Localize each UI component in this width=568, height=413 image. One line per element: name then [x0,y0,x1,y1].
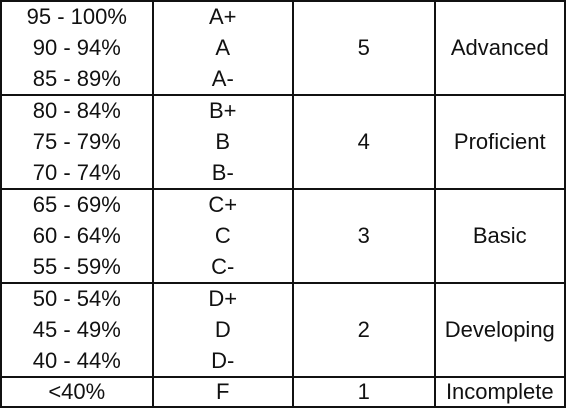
range-value: 45 - 49% [32,316,121,342]
level-cell: Incomplete [434,377,567,408]
range-value: 85 - 89% [32,65,121,91]
range-value: 55 - 59% [32,253,121,279]
letter-grade: C [214,222,231,248]
letter-grade: B+ [209,98,237,124]
range-cell: <40% [1,377,154,408]
score-cell: 4 [293,95,436,190]
letter-grade: A+ [209,4,237,30]
range-value: 60 - 64% [32,222,121,248]
letter-grade: D+ [208,286,238,312]
range-cell: 95 - 100% 90 - 94% 85 - 89% [1,1,154,96]
level-cell: Proficient [434,95,567,190]
range-value: 70 - 74% [32,159,121,185]
level-cell: Developing [434,283,567,378]
table-row-incomplete: <40% F 1 Incomplete [1,377,567,408]
level-cell: Basic [434,189,567,284]
range-cell: 65 - 69% 60 - 64% 55 - 59% [1,189,154,284]
letter-grade: B- [211,159,234,185]
letter-grade: C- [211,253,235,279]
letter-cell: B+ B B- [152,95,295,190]
range-value: 80 - 84% [32,98,121,124]
range-cell: 80 - 84% 75 - 79% 70 - 74% [1,95,154,190]
letter-grade: D [214,316,231,342]
letter-cell: A+ A A- [152,1,295,96]
letter-grade: B [215,128,231,154]
table-row-group-b: 80 - 84% 75 - 79% 70 - 74% B+ B B- 4 Pro… [1,95,567,190]
letter-cell: C+ C C- [152,189,295,284]
range-value: 40 - 44% [32,347,121,373]
letter-grade: A [215,34,231,60]
level-cell: Advanced [434,1,567,96]
table-row-group-d: 50 - 54% 45 - 49% 40 - 44% D+ D D- 2 Dev… [1,283,567,378]
range-value: 50 - 54% [32,286,121,312]
letter-grade: C+ [208,192,238,218]
range-value: 90 - 94% [32,34,121,60]
range-value: 75 - 79% [32,128,121,154]
letter-grade: A- [211,65,234,91]
score-cell: 2 [293,283,436,378]
range-cell: 50 - 54% 45 - 49% 40 - 44% [1,283,154,378]
table-row-group-c: 65 - 69% 60 - 64% 55 - 59% C+ C C- 3 Bas… [1,189,567,284]
letter-cell: D+ D D- [152,283,295,378]
range-value: 95 - 100% [26,4,127,30]
score-cell: 1 [293,377,436,408]
letter-grade: D- [211,347,235,373]
score-cell: 3 [293,189,436,284]
score-cell: 5 [293,1,436,96]
range-value: 65 - 69% [32,192,121,218]
letter-cell: F [152,377,295,408]
table-row-group-a: 95 - 100% 90 - 94% 85 - 89% A+ A A- 5 Ad… [1,1,567,96]
